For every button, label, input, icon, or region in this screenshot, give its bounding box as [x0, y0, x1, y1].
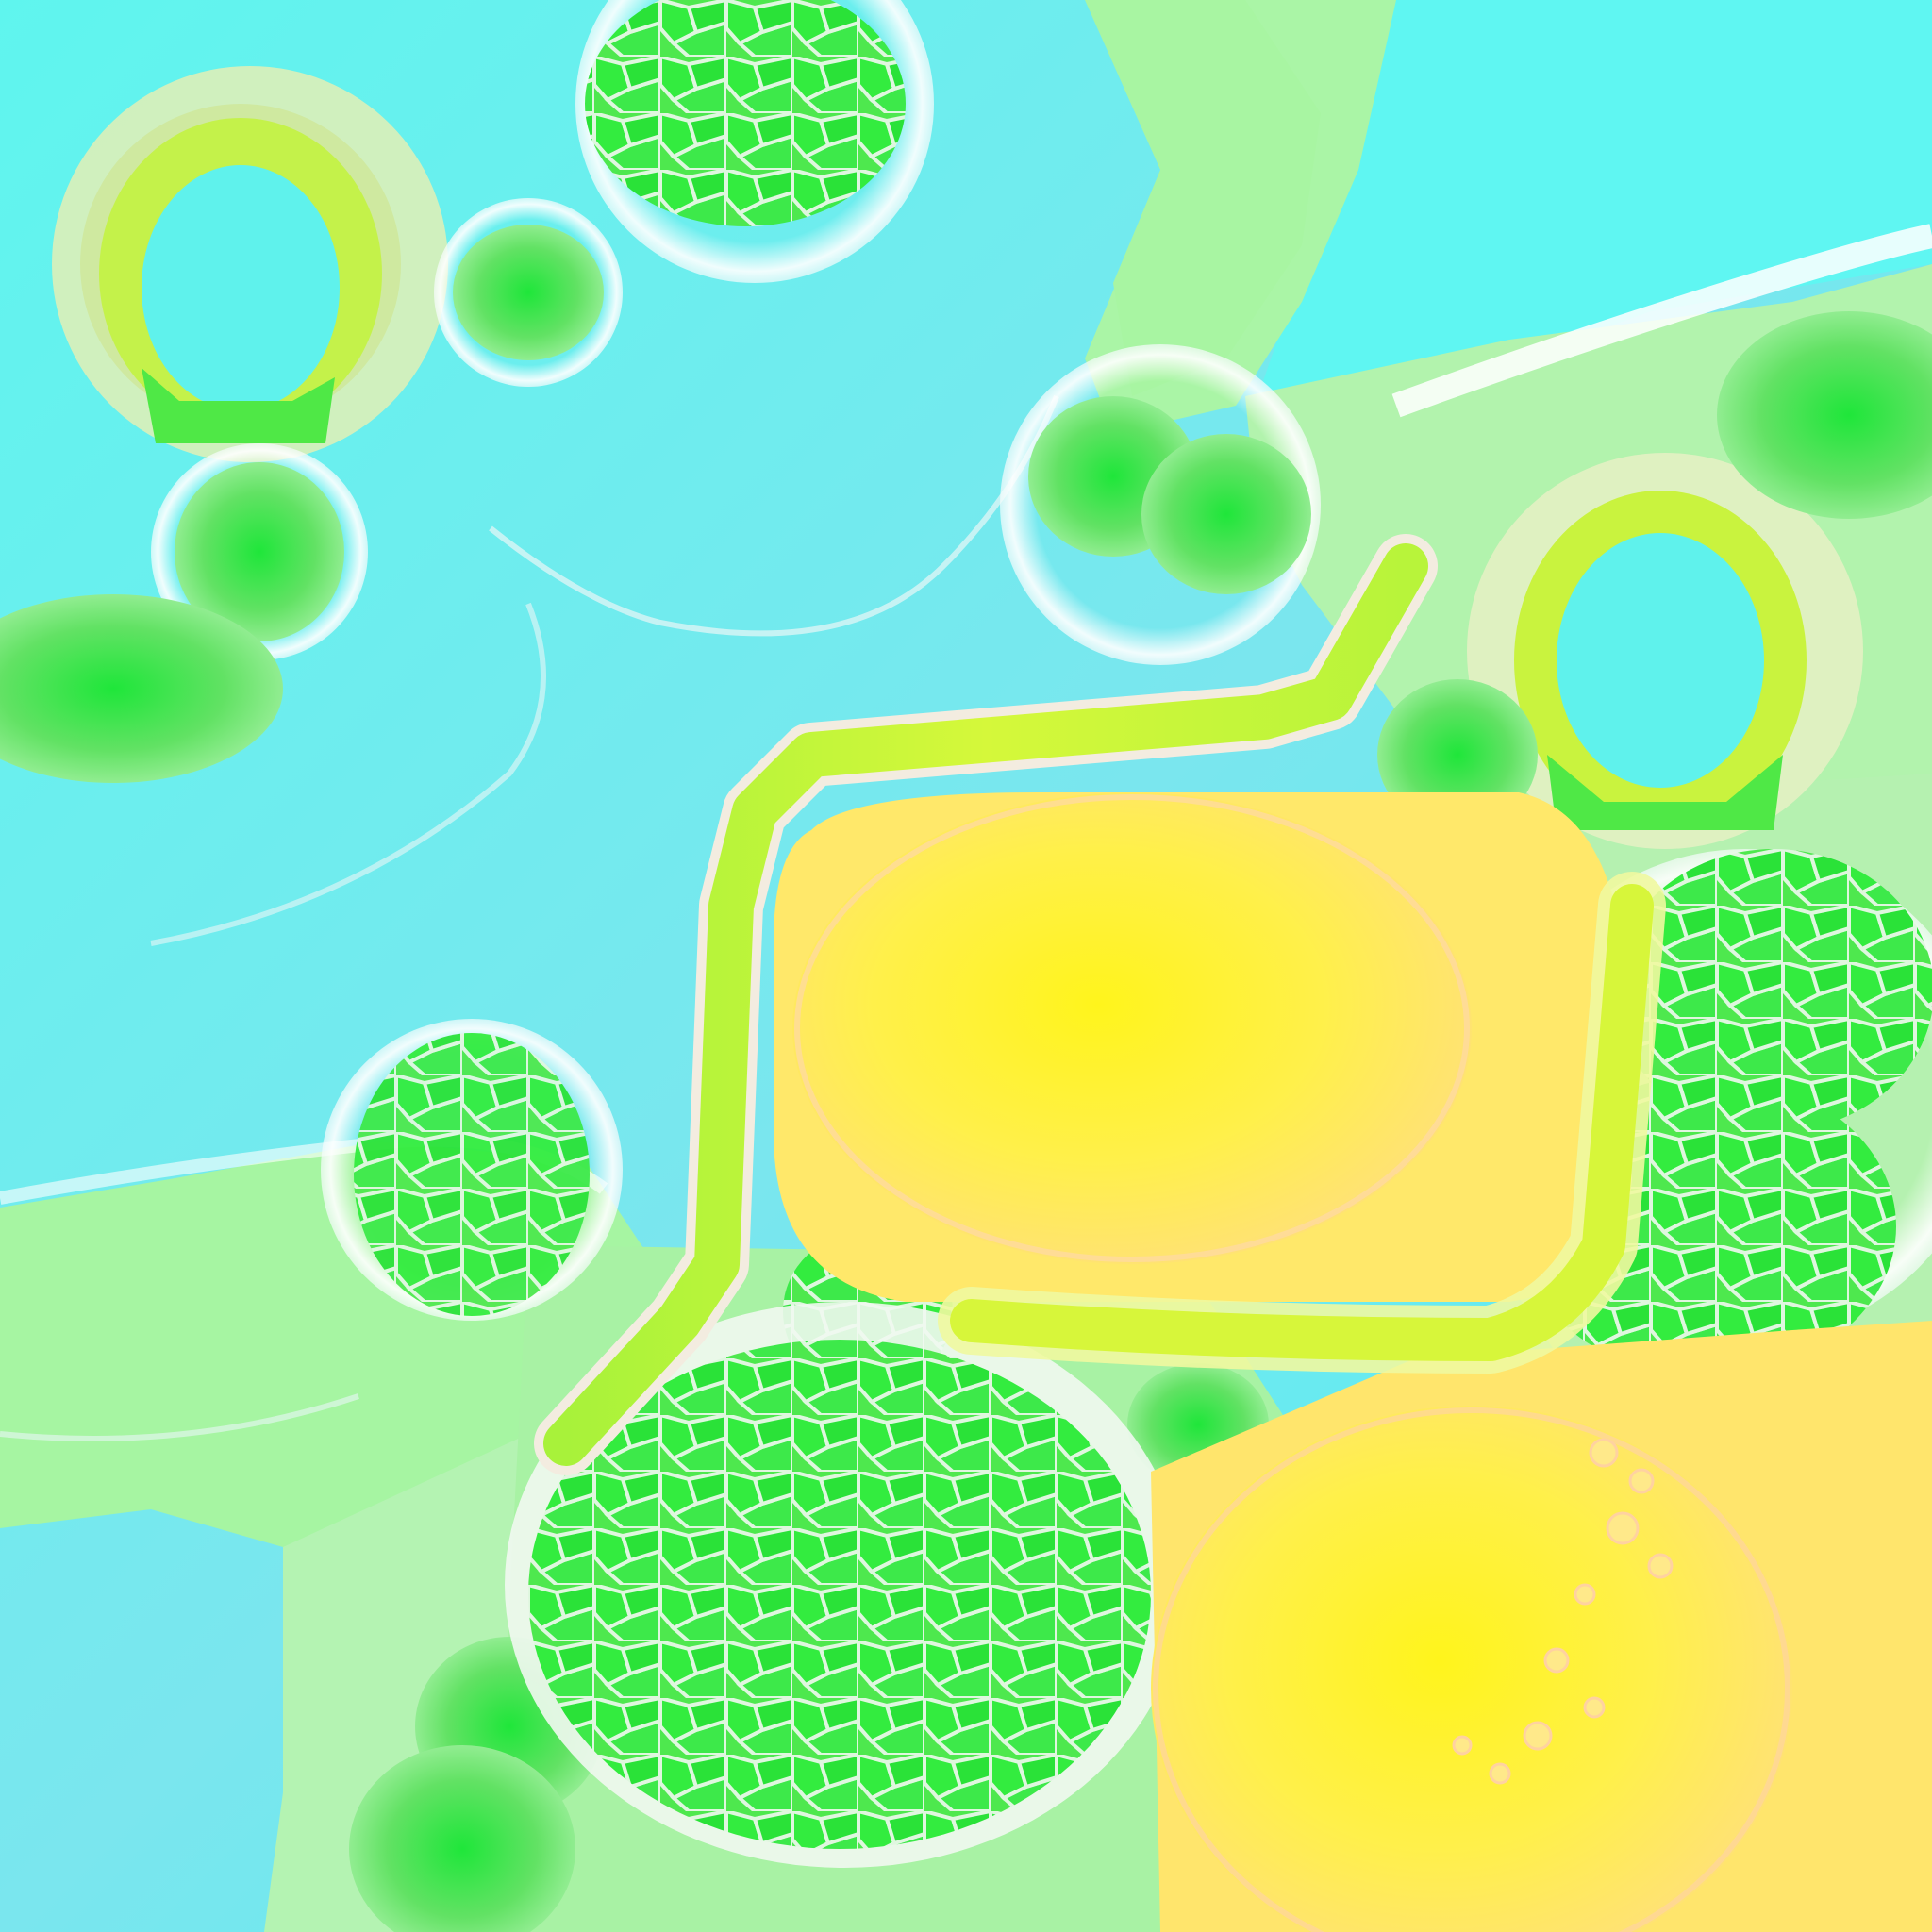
lime-path	[534, 534, 1666, 1475]
bush-left-middle	[151, 443, 368, 660]
green-cell-cluster	[505, 1302, 1184, 1868]
water-contour-2	[150, 602, 546, 946]
ring-top-left	[52, 66, 448, 462]
bush-left-small	[434, 198, 623, 387]
ring-right	[1467, 453, 1863, 849]
water-top-right	[1226, 0, 1932, 406]
bush-left-edge	[0, 594, 283, 783]
shore-top-center-strip	[1085, 0, 1321, 396]
bush-left-lower	[321, 1019, 623, 1321]
water-contour-3	[0, 1393, 359, 1441]
yellow-field-center	[774, 792, 1632, 1302]
bush-right-top	[1717, 311, 1932, 519]
yellow-field-dots	[1452, 1438, 1674, 1785]
foam-top-right	[1391, 224, 1932, 418]
bush-center-pair	[1000, 344, 1321, 665]
bush-top-center	[575, 0, 934, 283]
yellow-field-bottom-right	[1151, 1321, 1932, 1932]
